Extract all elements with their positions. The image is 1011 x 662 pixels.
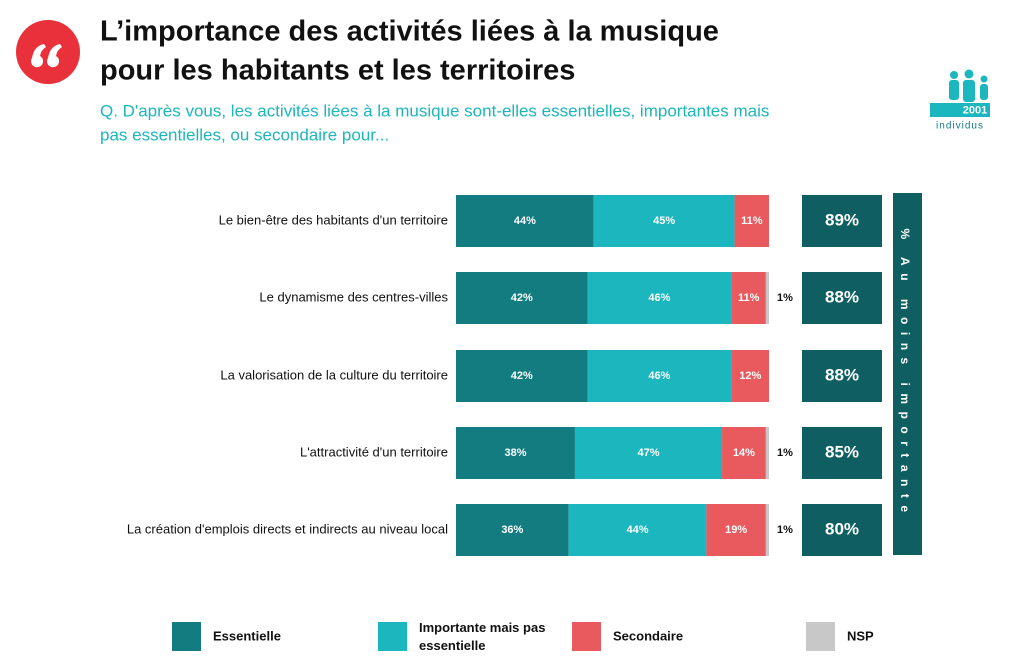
- bar-segment: [734, 195, 769, 247]
- bar-segment: [456, 427, 575, 479]
- sample-band: [930, 103, 990, 117]
- total-label: 88%: [825, 287, 859, 306]
- value-label: 1%: [777, 524, 793, 536]
- bar-segment: [587, 272, 732, 324]
- total-box: [802, 195, 882, 247]
- legend-swatch: [378, 622, 407, 651]
- quote-badge: [16, 20, 80, 84]
- value-label: 14%: [733, 447, 755, 459]
- bar-segment: [456, 350, 588, 402]
- value-label: 46%: [648, 292, 670, 304]
- side-label: % Au moins importante: [898, 228, 912, 519]
- legend-label: Secondaire: [613, 628, 683, 643]
- legend-label: Importante mais pas essentielle: [419, 620, 545, 653]
- value-label: 44%: [514, 215, 536, 227]
- subtitle: Q. D'après vous, les activités liées à l…: [100, 101, 769, 120]
- bar-segment: [456, 504, 569, 556]
- category-label: Le bien-être des habitants d'un territoi…: [219, 212, 448, 227]
- bar-segment: [765, 427, 769, 479]
- people-icon: [949, 69, 988, 102]
- value-label: 46%: [648, 370, 670, 382]
- sample-count: 2001: [963, 104, 987, 116]
- total-box: [802, 272, 882, 324]
- value-label: 11%: [741, 215, 763, 227]
- bar-segment: [574, 427, 723, 479]
- legend-swatch: [572, 622, 601, 651]
- bar-segment: [587, 350, 732, 402]
- title: L’importance des activités liées à la mu…: [100, 16, 719, 48]
- bar-segment: [765, 504, 769, 556]
- title: pour les habitants et les territoires: [100, 55, 575, 87]
- legend-swatch: [172, 622, 201, 651]
- category-label: La création d'emplois directs et indirec…: [127, 521, 448, 536]
- value-label: 1%: [777, 447, 793, 459]
- subtitle: pas essentielles, ou secondaire pour...: [100, 125, 389, 144]
- total-box: [802, 504, 882, 556]
- total-box: [802, 350, 882, 402]
- bar-segment: [765, 272, 769, 324]
- total-label: 88%: [825, 365, 859, 384]
- value-label: 11%: [738, 292, 760, 304]
- value-label: 47%: [637, 447, 659, 459]
- quote-icon: [31, 44, 62, 68]
- bar-segment: [593, 195, 735, 247]
- value-label: 42%: [511, 292, 533, 304]
- total-label: 85%: [825, 442, 859, 461]
- bar-segment: [456, 195, 594, 247]
- value-label: 45%: [653, 215, 675, 227]
- total-box: [802, 427, 882, 479]
- value-label: 12%: [739, 370, 761, 382]
- bar-segment: [722, 427, 766, 479]
- total-label: 89%: [825, 210, 859, 229]
- bar-segment: [456, 272, 588, 324]
- category-label: La valorisation de la culture du territo…: [220, 367, 448, 382]
- sample-unit: individus: [936, 121, 984, 132]
- legend-label: Essentielle: [213, 628, 281, 643]
- value-label: 36%: [501, 524, 523, 536]
- bar-segment: [731, 272, 766, 324]
- bar-segment: [731, 350, 769, 402]
- legend-swatch: [806, 622, 835, 651]
- category-label: L'attractivité d'un territoire: [300, 444, 448, 459]
- bar-segment: [568, 504, 707, 556]
- value-label: 38%: [504, 447, 526, 459]
- side-band: [893, 193, 922, 555]
- value-label: 1%: [777, 292, 793, 304]
- bar-segment: [706, 504, 766, 556]
- value-label: 44%: [627, 524, 649, 536]
- value-label: 42%: [511, 370, 533, 382]
- total-label: 80%: [825, 519, 859, 538]
- legend-label: NSP: [847, 628, 874, 643]
- value-label: 19%: [725, 524, 747, 536]
- category-label: Le dynamisme des centres-villes: [259, 289, 448, 304]
